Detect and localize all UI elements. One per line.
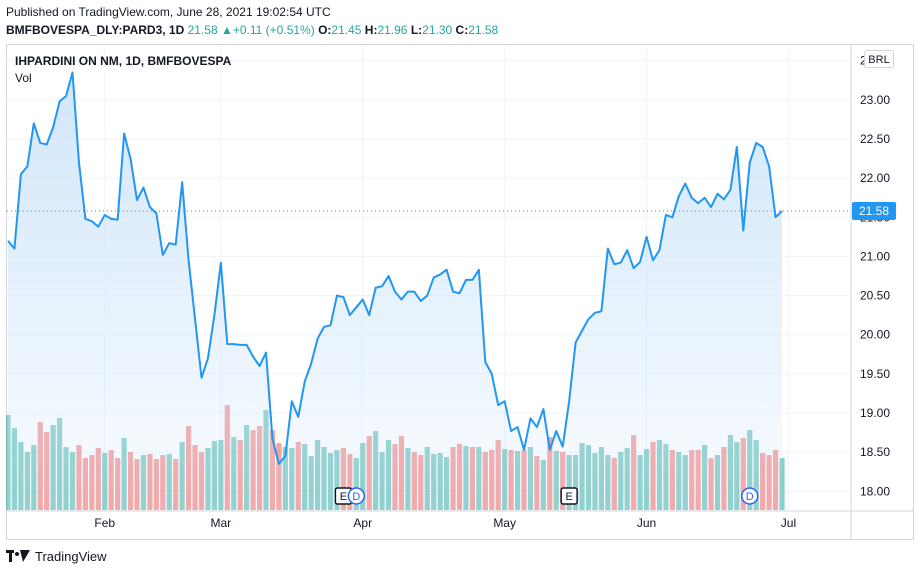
brand-name: TradingView (35, 548, 107, 564)
y-tick-label: 19.50 (860, 367, 890, 381)
high-value: 21.96 (377, 23, 408, 37)
open-value: 21.45 (331, 23, 362, 37)
x-tick-label: May (493, 516, 516, 530)
close-value: 21.58 (468, 23, 499, 37)
dividend-marker[interactable]: D (741, 487, 759, 505)
earnings-marker[interactable]: E (560, 487, 578, 505)
footer-brand[interactable]: TradingView (6, 547, 107, 565)
x-tick-label: Jun (637, 516, 656, 530)
currency-badge[interactable]: BRL (864, 50, 894, 68)
quote-line: BMFBOVESPA_DLY:PARD3, 1D 21.58 ▲+0.11 (+… (6, 23, 498, 37)
chart-frame (6, 44, 914, 540)
published-timestamp: Published on TradingView.com, June 28, 2… (6, 5, 331, 19)
x-tick-label: Feb (94, 516, 115, 530)
y-tick-label: 19.00 (860, 406, 890, 420)
event-marker-label: D (352, 491, 360, 503)
y-tick-label: 22.50 (860, 132, 890, 146)
last-price-tag (852, 202, 896, 221)
y-tick-label: 18.50 (860, 445, 890, 459)
x-tick-label: Mar (211, 516, 232, 530)
low-value: 21.30 (422, 23, 453, 37)
low-label: L: (410, 23, 423, 37)
dividend-marker[interactable]: D (347, 487, 366, 505)
tradingview-logo-icon (6, 550, 30, 562)
y-tick-label: 22.00 (860, 171, 890, 185)
event-marker-label: E (340, 491, 347, 503)
close-label: C: (455, 23, 469, 37)
y-tick-label: 23.00 (860, 93, 890, 107)
high-label: H: (364, 23, 378, 37)
last-price: 21.58 (187, 23, 218, 37)
last-price-label: 21.58 (859, 204, 889, 218)
price-area (8, 72, 782, 511)
y-tick-label: 20.50 (860, 289, 890, 303)
y-tick-label: 20.00 (860, 328, 890, 342)
y-tick-label: 21.00 (860, 249, 890, 263)
event-marker-label: E (565, 491, 572, 503)
x-tick-label: Jul (781, 516, 796, 530)
price-line (7, 71, 783, 465)
y-tick-label: 18.00 (860, 484, 890, 498)
chart-title: IHPARDINI ON NM, 1D, BMFBOVESPA (15, 54, 232, 68)
change-value: +0.11 (+0.51%) (232, 23, 315, 37)
x-tick-label: Apr (353, 516, 372, 530)
price-chart[interactable]: 23.5023.0022.5022.0021.5021.0020.5020.00… (6, 44, 914, 540)
up-arrow-icon: ▲ (220, 23, 233, 37)
volume-legend: Vol (15, 71, 32, 85)
open-label: O: (318, 23, 332, 37)
symbol-label: BMFBOVESPA_DLY:PARD3, 1D (6, 23, 185, 37)
event-marker-label: D (746, 491, 754, 503)
